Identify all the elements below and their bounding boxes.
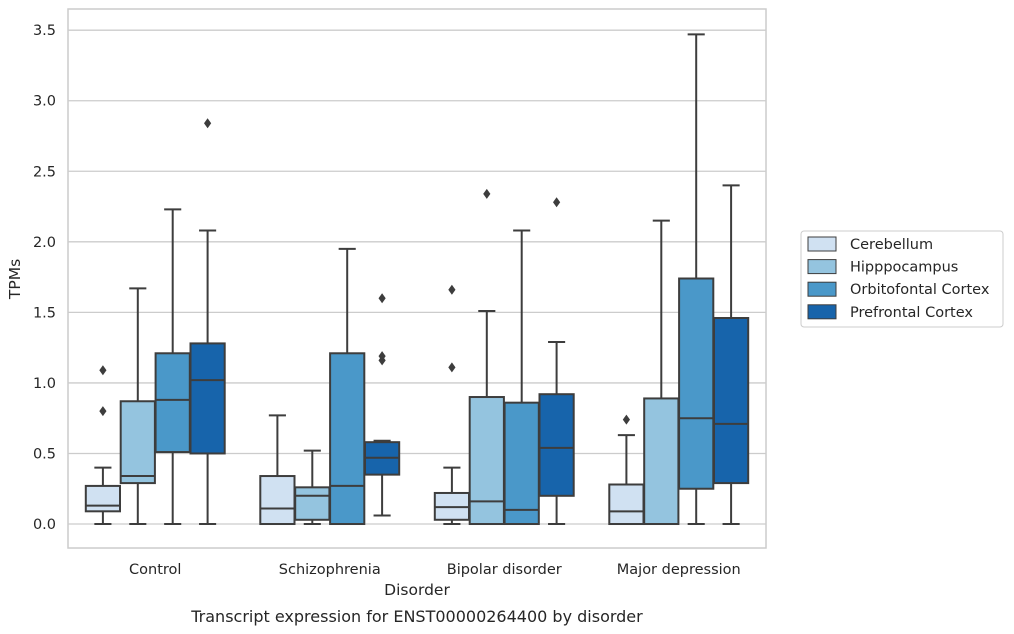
box-body bbox=[608, 483, 645, 526]
y-axis-ticks: 0.0 0.5 1.0 1.5 2.0 2.5 3.0 3.5 bbox=[33, 23, 56, 533]
legend-label: Orbitofontal Cortex bbox=[850, 282, 990, 298]
x-tick-label: Major depression bbox=[617, 562, 741, 578]
x-tick-label: Schizophrenia bbox=[279, 562, 381, 578]
plot-frame bbox=[67, 8, 767, 549]
legend-swatch bbox=[807, 281, 837, 297]
box-cerebellum bbox=[608, 414, 645, 526]
box-prefrontal-cortex bbox=[189, 118, 226, 526]
y-tick-label: 2.0 bbox=[33, 235, 56, 251]
y-tick-label: 3.5 bbox=[33, 23, 56, 39]
box-body bbox=[189, 342, 226, 455]
y-tick-label: 1.5 bbox=[33, 305, 56, 321]
box-body bbox=[119, 400, 156, 485]
x-tick-label: Bipolar disorder bbox=[447, 562, 562, 578]
box-prefrontal-cortex bbox=[363, 293, 401, 517]
chart-caption: Transcript expression for ENST0000026440… bbox=[190, 607, 643, 626]
outlier-point bbox=[553, 197, 561, 208]
box-hipppocampus bbox=[119, 287, 156, 526]
outlier-point bbox=[378, 351, 386, 362]
y-tick-label: 1.0 bbox=[33, 376, 56, 392]
box-prefrontal-cortex bbox=[538, 197, 575, 526]
box-cerebellum bbox=[84, 365, 122, 526]
legend-label: Cerebellum bbox=[850, 237, 933, 253]
legend-swatch bbox=[807, 259, 837, 275]
x-axis-ticks: Control Schizophrenia Bipolar disorder Majo… bbox=[129, 562, 741, 578]
y-tick-label: 0.0 bbox=[33, 517, 56, 533]
y-tick-label: 2.5 bbox=[33, 164, 56, 180]
outlier-point bbox=[448, 362, 456, 373]
boxes bbox=[84, 33, 750, 526]
box-orbitofontal-cortex bbox=[503, 229, 540, 526]
legend-label: Hipppocampus bbox=[850, 260, 958, 276]
legend-swatch bbox=[807, 304, 837, 320]
box-cerebellum bbox=[259, 414, 296, 526]
y-tick-label: 3.0 bbox=[33, 94, 56, 110]
box-body bbox=[154, 352, 191, 454]
box-body bbox=[259, 475, 296, 526]
outlier-point bbox=[622, 414, 630, 425]
box-orbitofontal-cortex bbox=[329, 247, 366, 526]
box-cerebellum bbox=[433, 284, 471, 526]
outlier-point bbox=[204, 118, 212, 129]
y-tick-label: 0.5 bbox=[33, 446, 56, 462]
x-axis-title: Disorder bbox=[384, 581, 450, 599]
x-tick-label: Control bbox=[129, 562, 181, 578]
box-body bbox=[329, 352, 366, 526]
legend: Cerebellum Hipppocampus Orbitofontal Corte… bbox=[800, 230, 1004, 328]
legend-label: Prefrontal Cortex bbox=[850, 305, 973, 321]
legend-frame bbox=[800, 230, 1004, 328]
outlier-point bbox=[99, 406, 107, 417]
box-body bbox=[643, 397, 680, 526]
y-axis-title: TPMs bbox=[6, 259, 24, 300]
box-body bbox=[712, 317, 750, 485]
box-body bbox=[538, 393, 575, 497]
box-hipppocampus bbox=[468, 188, 505, 526]
box-hipppocampus bbox=[643, 219, 680, 526]
outlier-point bbox=[448, 284, 456, 295]
box-body bbox=[678, 277, 715, 490]
box-prefrontal-cortex bbox=[712, 184, 750, 526]
box-body bbox=[84, 484, 122, 513]
outlier-point bbox=[483, 188, 491, 199]
box-hipppocampus bbox=[294, 449, 331, 526]
outlier-point bbox=[378, 293, 386, 304]
box-body bbox=[503, 401, 540, 526]
outlier-point bbox=[99, 365, 107, 376]
box-body bbox=[468, 396, 505, 526]
legend-swatch bbox=[807, 236, 837, 252]
box-body bbox=[294, 486, 331, 521]
